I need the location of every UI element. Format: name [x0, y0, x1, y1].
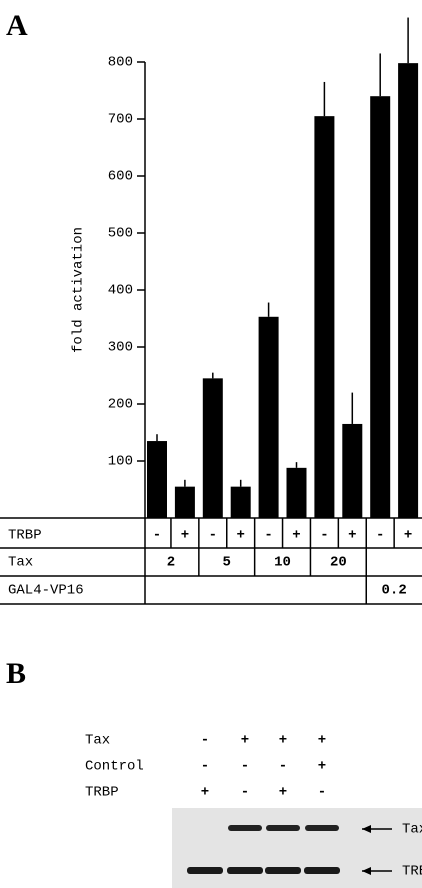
y-axis-label: fold activation — [71, 227, 87, 353]
dose-label: 0.2 — [382, 583, 407, 599]
lane-sign: + — [318, 759, 326, 775]
row-label: GAL4-VP16 — [8, 583, 84, 599]
panel-label: A — [6, 9, 28, 42]
y-tick-label: 100 — [108, 454, 133, 470]
dose-label: 2 — [167, 555, 175, 571]
lane-sign: + — [201, 785, 209, 801]
lane-sign: - — [318, 785, 326, 801]
bar — [231, 487, 251, 518]
x-tick-label: - — [264, 528, 272, 544]
band — [305, 825, 339, 831]
dose-label: 20 — [330, 555, 347, 571]
x-tick-label: + — [404, 528, 412, 544]
x-tick-label: + — [181, 528, 189, 544]
lane-sign: - — [241, 759, 249, 775]
lane-sign: - — [279, 759, 287, 775]
band — [304, 867, 340, 874]
y-tick-label: 600 — [108, 169, 133, 185]
x-tick-label: - — [153, 528, 161, 544]
blot — [172, 808, 422, 888]
row-label: Tax — [85, 733, 110, 749]
band-label: TRBP — [402, 864, 422, 880]
lane-sign: - — [201, 759, 209, 775]
dose-label: 10 — [274, 555, 291, 571]
bar — [287, 468, 307, 518]
lane-sign: + — [318, 733, 326, 749]
bar — [147, 441, 167, 518]
band-label: Tax — [402, 822, 422, 838]
page: {"chart_data": {"type": "bar", "panel_la… — [0, 0, 422, 888]
row-label: Control — [85, 759, 144, 775]
row-label: TRBP — [8, 528, 42, 544]
lane-sign: - — [241, 785, 249, 801]
x-tick-label: - — [320, 528, 328, 544]
x-tick-label: - — [209, 528, 217, 544]
lane-sign: + — [241, 733, 249, 749]
lane-sign: - — [201, 733, 209, 749]
bar — [342, 424, 362, 518]
y-tick-label: 200 — [108, 397, 133, 413]
lane-sign: + — [279, 785, 287, 801]
x-tick-label: + — [236, 528, 244, 544]
dose-label: 5 — [223, 555, 231, 571]
x-tick-label: - — [376, 528, 384, 544]
panel-label: B — [6, 657, 26, 690]
bar — [259, 317, 279, 518]
bar — [175, 487, 195, 518]
band — [227, 867, 263, 874]
x-tick-label: + — [348, 528, 356, 544]
row-label: Tax — [8, 555, 33, 571]
lane-sign: + — [279, 733, 287, 749]
x-tick-label: + — [292, 528, 300, 544]
y-tick-label: 800 — [108, 55, 133, 71]
row-label: TRBP — [85, 785, 119, 801]
band — [265, 867, 301, 874]
band — [266, 825, 300, 831]
bar — [370, 96, 390, 518]
bar — [314, 116, 334, 518]
band — [228, 825, 262, 831]
figure: A fold activation B 100 200 300 400 500 600 70… — [0, 0, 422, 888]
y-tick-label: 700 — [108, 112, 133, 128]
bar — [203, 378, 223, 518]
y-tick-label: 400 — [108, 283, 133, 299]
y-tick-label: 500 — [108, 226, 133, 242]
y-tick-label: 300 — [108, 340, 133, 356]
band — [187, 867, 223, 874]
bar — [398, 63, 418, 518]
